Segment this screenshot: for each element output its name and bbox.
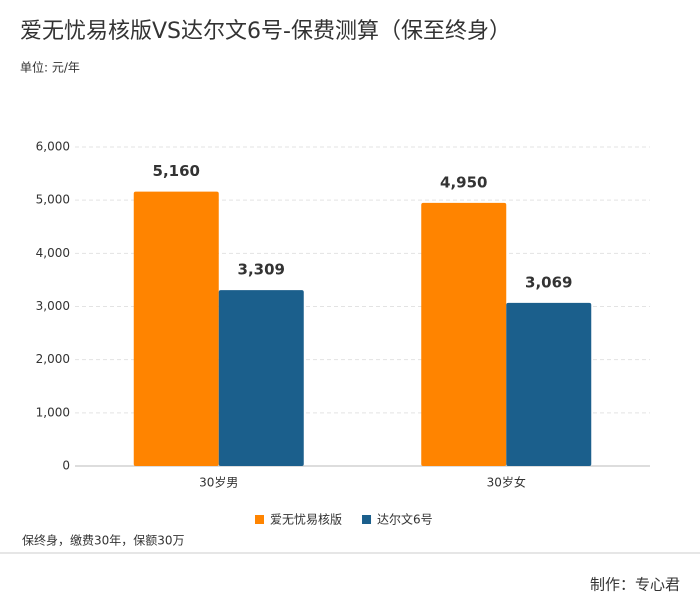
footnote: 保终身，缴费30年，保额30万	[22, 533, 185, 548]
y-tick-label: 4,000	[36, 246, 70, 260]
value-label: 4,950	[440, 173, 487, 191]
x-tick-label: 30岁男	[199, 475, 238, 490]
chart-subtitle: 单位: 元/年	[20, 60, 80, 75]
y-tick-label: 5,000	[36, 193, 70, 207]
bar	[506, 302, 592, 466]
legend-swatch	[362, 515, 372, 524]
chart-title: 爱无忧易核版VS达尔文6号-保费测算（保至终身）	[20, 19, 511, 44]
value-label: 3,069	[525, 273, 572, 291]
x-tick-label: 30岁女	[487, 475, 526, 490]
bar	[133, 191, 219, 466]
y-tick-label: 0	[62, 459, 70, 473]
value-label: 3,309	[238, 261, 285, 279]
credit: 制作：专心君	[590, 576, 680, 594]
y-tick-label: 1,000	[36, 405, 70, 419]
bar	[421, 202, 507, 466]
bar	[218, 290, 304, 466]
y-tick-label: 3,000	[36, 299, 70, 313]
legend-label: 达尔文6号	[377, 512, 433, 527]
y-tick-label: 6,000	[36, 140, 70, 154]
value-label: 5,160	[153, 162, 200, 180]
legend-label: 爱无忧易核版	[270, 513, 342, 527]
legend-swatch	[255, 515, 264, 524]
y-tick-label: 2,000	[36, 352, 70, 366]
